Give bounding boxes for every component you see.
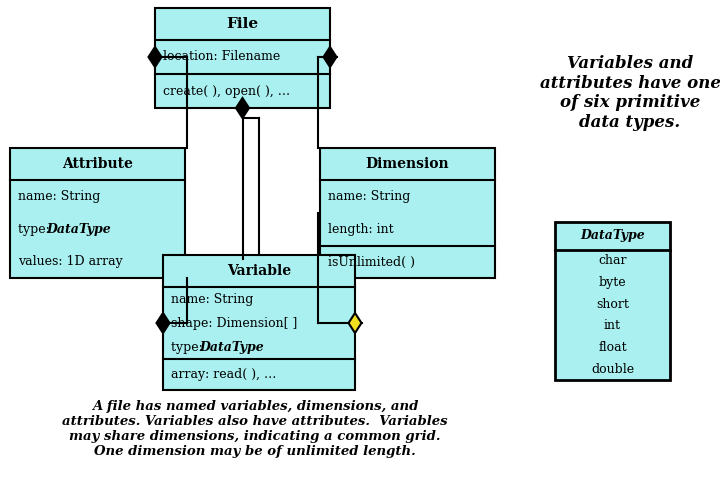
Polygon shape — [323, 47, 336, 67]
Text: name: String: name: String — [328, 190, 410, 203]
Text: float: float — [598, 341, 627, 354]
Bar — [163, 255, 355, 390]
Polygon shape — [236, 98, 249, 118]
Text: length: int: length: int — [328, 223, 394, 236]
Bar — [555, 222, 670, 380]
Text: isUnlimited( ): isUnlimited( ) — [328, 255, 415, 268]
Text: double: double — [591, 363, 634, 375]
Text: Variable: Variable — [227, 264, 291, 278]
Text: create( ), open( ), …: create( ), open( ), … — [163, 84, 290, 98]
Text: name: String: name: String — [171, 293, 253, 306]
Text: location: Filename: location: Filename — [163, 51, 280, 63]
Text: shape: Dimension[ ]: shape: Dimension[ ] — [171, 316, 297, 329]
Text: File: File — [226, 17, 258, 31]
Text: DataType: DataType — [580, 230, 645, 243]
Text: values: 1D array: values: 1D array — [18, 255, 122, 268]
Text: byte: byte — [599, 276, 626, 289]
Text: name: String: name: String — [18, 190, 100, 203]
Text: DataType: DataType — [199, 340, 264, 354]
Text: DataType: DataType — [46, 223, 111, 236]
Text: Variables and
attributes have one
of six primitive
data types.: Variables and attributes have one of six… — [539, 55, 720, 131]
Text: A file has named variables, dimensions, and
attributes. Variables also have attr: A file has named variables, dimensions, … — [62, 400, 448, 458]
Bar — [10, 148, 185, 278]
Bar — [320, 148, 495, 278]
Polygon shape — [156, 313, 169, 333]
Text: int: int — [604, 319, 621, 332]
Text: short: short — [596, 298, 629, 310]
Polygon shape — [148, 47, 161, 67]
Polygon shape — [348, 313, 361, 333]
Text: type:: type: — [18, 223, 54, 236]
Text: Attribute: Attribute — [62, 157, 133, 171]
Text: array: read( ), …: array: read( ), … — [171, 368, 276, 381]
Bar — [155, 8, 330, 108]
Text: type:: type: — [171, 340, 207, 354]
Text: char: char — [598, 254, 626, 267]
Text: Dimension: Dimension — [366, 157, 449, 171]
